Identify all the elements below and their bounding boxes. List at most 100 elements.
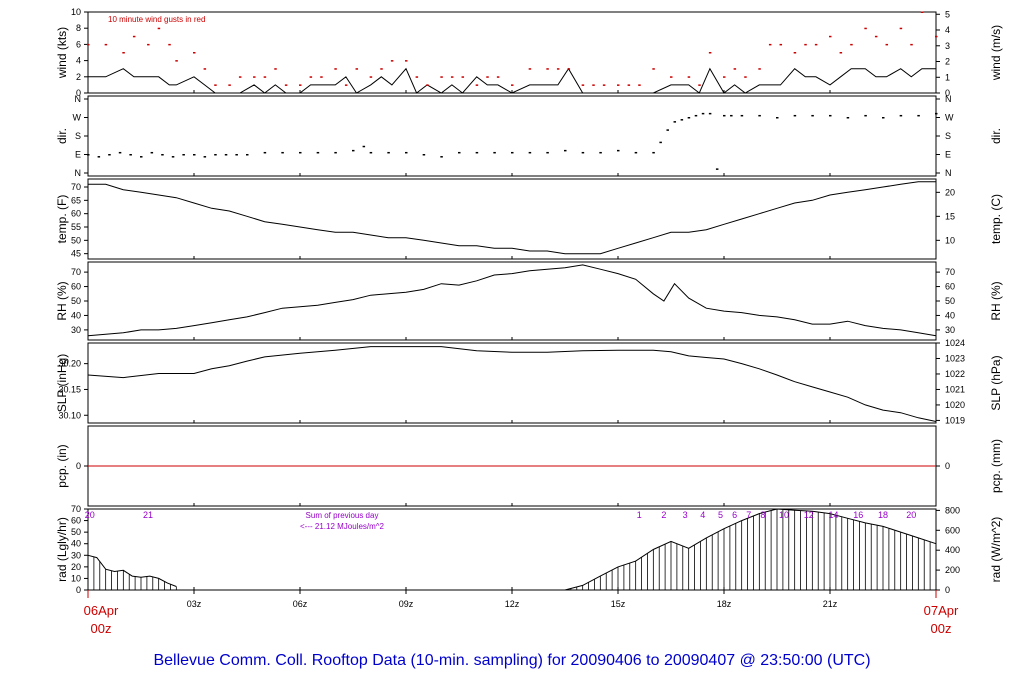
time-axis-start-day: 06Apr: [84, 603, 119, 618]
ytick-label-left-wind: 6: [76, 39, 81, 49]
ylabel-left-slp: SLP (inHg): [55, 354, 69, 412]
time-axis-label: 18z: [717, 599, 732, 609]
ytick-label-right-dir: N: [945, 168, 952, 178]
ytick-label-left-dir: S: [75, 131, 81, 141]
gust-point: [344, 84, 348, 86]
dir-point: [701, 112, 705, 115]
dir-point: [666, 129, 669, 131]
dir-point: [334, 151, 337, 154]
gust-point: [253, 76, 256, 78]
gust-point: [814, 43, 818, 46]
ytick-label-right-temp: 20: [945, 187, 955, 197]
rad-local-hour-label: 10: [779, 510, 789, 520]
dir-point: [730, 114, 733, 117]
ylabel-left-rad: rad (Lgly/hr): [55, 517, 69, 582]
dir-point: [899, 114, 903, 117]
ytick-label-right-slp: 1024: [945, 338, 965, 348]
ytick-label-left-dir: W: [73, 113, 82, 123]
ytick-label-left-wind: 8: [76, 23, 81, 33]
dir-point: [680, 119, 684, 121]
rad-local-hour-label: 8: [760, 510, 765, 520]
gust-point: [175, 60, 178, 62]
dir-point: [546, 151, 549, 154]
ytick-label-right-rh: 30: [945, 325, 955, 335]
ytick-label-left-rad: 60: [71, 516, 81, 526]
dir-point: [528, 151, 532, 154]
time-axis-end-hour: 00z: [931, 621, 952, 636]
gust-point: [793, 52, 797, 54]
ytick-label-left-rh: 70: [71, 267, 81, 277]
rad-outline: [87, 554, 177, 587]
dir-point: [281, 151, 284, 154]
dir-point: [634, 151, 638, 154]
ylabel-right-temp: temp. (C): [989, 194, 1003, 244]
dir-point: [581, 151, 585, 154]
dir-point: [673, 121, 677, 123]
time-axis-label: 09z: [399, 599, 414, 609]
ytick-label-right-dir: W: [945, 113, 954, 123]
dir-point: [917, 114, 920, 117]
panel-frame-slp: [87, 342, 937, 424]
dir-point: [740, 114, 744, 117]
rad-local-hour-label: 6: [732, 510, 737, 520]
dir-point: [475, 151, 479, 154]
gust-point: [687, 76, 691, 78]
dir-point: [108, 154, 111, 156]
panel-frame-temp: [87, 178, 937, 260]
dir-point: [214, 154, 217, 156]
ytick-label-left-rad: 50: [71, 527, 81, 537]
rad-local-hour-label: 16: [853, 510, 863, 520]
ytick-label-left-dir: E: [75, 150, 81, 160]
time-axis-label: 21z: [823, 599, 838, 609]
ytick-label-left-rad: 20: [71, 562, 81, 572]
dir-point: [599, 151, 602, 154]
dir-point: [715, 168, 719, 170]
time-axis-label: 12z: [505, 599, 520, 609]
dir-point: [458, 151, 461, 154]
temperature-line: [88, 181, 936, 255]
gust-point: [87, 43, 90, 46]
dir-point: [864, 114, 867, 117]
ytick-label-left-rad: 30: [71, 550, 81, 560]
figure-title: Bellevue Comm. Coll. Rooftop Data (10-mi…: [153, 652, 871, 669]
rad-local-hour-label: 14: [829, 510, 839, 520]
dir-point: [316, 151, 320, 154]
rad-local-hour-label: 20: [906, 510, 916, 520]
gust-point: [390, 60, 394, 62]
gust-point: [804, 43, 807, 46]
gust-point: [627, 84, 631, 86]
ytick-label-left-dir: N: [75, 168, 82, 178]
dir-point: [846, 117, 850, 119]
ytick-label-right-wind: 1: [945, 72, 950, 82]
dir-point: [150, 151, 154, 154]
dir-point: [369, 151, 373, 154]
gust-point: [415, 76, 419, 78]
rad-local-hour-label: 1: [637, 510, 642, 520]
ylabel-right-precip: pcp. (mm): [989, 439, 1003, 493]
rad-annotation-line1: Sum of previous day: [306, 511, 379, 520]
dir-point: [422, 154, 426, 156]
ylabel-left-dir: dir.: [55, 128, 69, 144]
dir-point: [224, 154, 228, 156]
rad-local-hour-label: 18: [878, 510, 888, 520]
ylabel-right-wind: wind (m/s): [989, 25, 1003, 81]
rad-local-hour-label: 20: [85, 510, 95, 520]
dir-point: [776, 117, 779, 119]
gust-point: [638, 84, 641, 86]
ytick-label-left-temp: 45: [71, 249, 81, 259]
gust-point: [652, 68, 655, 70]
ytick-label-right-rad: 200: [945, 565, 960, 575]
ytick-label-right-rad: 600: [945, 525, 960, 535]
dir-point: [935, 112, 938, 115]
gust-point: [122, 52, 125, 54]
panel-frame-dir: [87, 95, 937, 177]
gust-point: [299, 84, 302, 86]
gust-point: [617, 84, 620, 86]
ytick-label-right-slp: 1021: [945, 384, 965, 394]
dir-point: [564, 149, 567, 152]
gust-point: [309, 76, 313, 78]
time-axis-label: 06z: [293, 599, 308, 609]
gust-point: [592, 84, 595, 86]
dir-point: [97, 156, 101, 158]
